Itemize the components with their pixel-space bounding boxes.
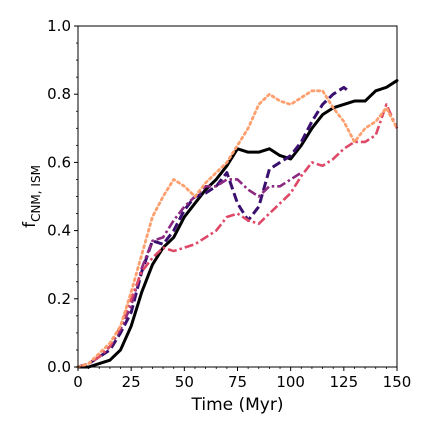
plot-frame bbox=[77, 25, 398, 368]
y-axis-label-subscript: CNM, ISM bbox=[29, 165, 43, 222]
y-tick-label: 1.0 bbox=[47, 17, 71, 35]
x-axis-label: Time (Myr) bbox=[191, 395, 284, 415]
y-tick-label: 0.4 bbox=[47, 222, 71, 240]
x-tick-label: 50 bbox=[175, 373, 194, 391]
series-line-1 bbox=[76, 79, 399, 369]
x-tick-label: 100 bbox=[276, 373, 305, 391]
tick-layer: 0 25 50 75 100 125 150 0.0 0.2 0.4 0.6 0.8 1.0 bbox=[47, 17, 411, 391]
y-axis-label-main: f bbox=[20, 221, 40, 228]
y-tick-label: 0.0 bbox=[47, 358, 71, 376]
series-line-2 bbox=[77, 85, 350, 369]
x-tick-label: 150 bbox=[383, 373, 412, 391]
y-tick-label: 0.6 bbox=[47, 153, 71, 171]
y-axis-label: fCNM, ISM bbox=[20, 165, 43, 228]
x-tick-label: 125 bbox=[330, 373, 359, 391]
series-line-4 bbox=[77, 103, 399, 369]
y-tick-label: 0.2 bbox=[47, 290, 71, 308]
y-tick-label: 0.8 bbox=[47, 85, 71, 103]
x-tick-label: 25 bbox=[122, 373, 141, 391]
series-layer bbox=[76, 79, 399, 369]
x-tick-label: 0 bbox=[73, 373, 83, 391]
x-tick-label: 75 bbox=[228, 373, 247, 391]
series-line-5 bbox=[76, 89, 399, 369]
